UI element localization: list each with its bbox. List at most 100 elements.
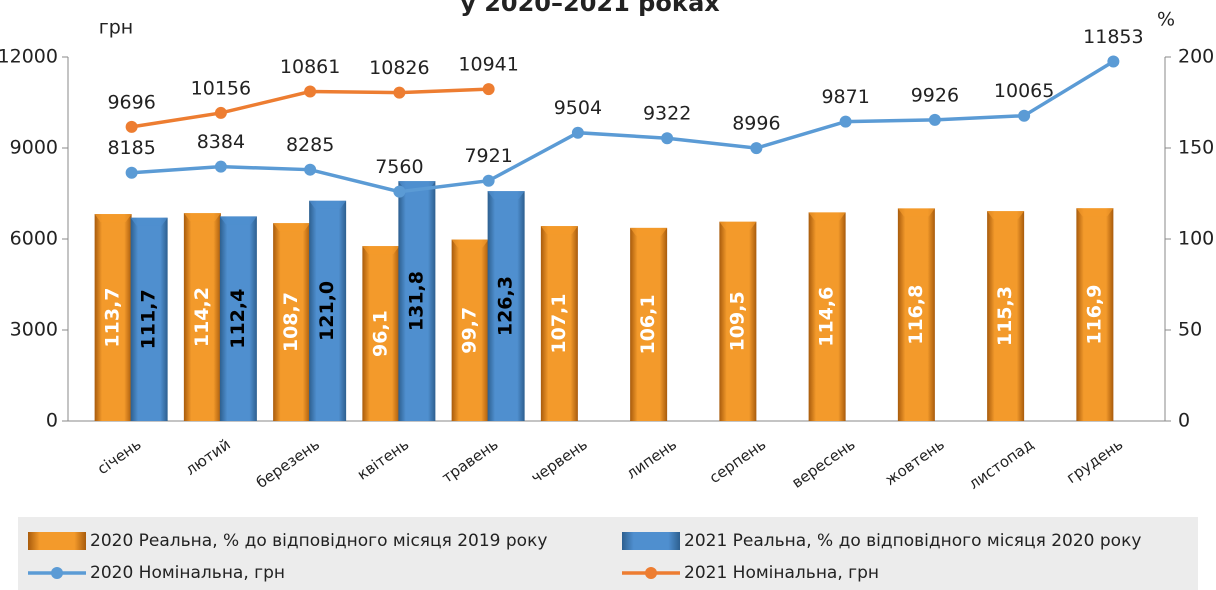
data-label: 9322 <box>643 103 691 125</box>
x-tick-label: листопад <box>965 435 1037 493</box>
bar <box>1076 208 1114 421</box>
y-tick-label: 9000 <box>10 137 58 159</box>
point <box>125 166 138 179</box>
legend-box <box>18 517 1198 590</box>
data-label: 116,8 <box>905 285 927 345</box>
point <box>571 126 584 139</box>
bar <box>94 214 132 421</box>
point <box>661 132 674 145</box>
legend-label: 2021 Номінальна, грн <box>684 563 879 583</box>
bar-top <box>897 208 935 217</box>
data-label: 112,4 <box>227 289 249 349</box>
data-label: 10941 <box>458 54 518 76</box>
x-tick-label: квітень <box>354 435 412 483</box>
bar-top <box>362 246 400 255</box>
data-label: 8285 <box>286 134 334 156</box>
bar-top <box>130 217 168 226</box>
point <box>393 86 406 99</box>
x-tick-label: червень <box>528 435 591 487</box>
legend-label: 2020 Реальна, % до відповідного місяця 2… <box>90 531 547 551</box>
data-label: 9504 <box>554 97 602 119</box>
bar <box>630 227 668 421</box>
data-label: 107,1 <box>548 293 570 353</box>
point <box>928 113 941 126</box>
bar-top <box>451 239 489 248</box>
bar-top <box>309 200 347 209</box>
data-label: 7560 <box>375 156 423 178</box>
y-tick-label: 3000 <box>10 319 58 341</box>
data-label: 9926 <box>911 84 959 106</box>
point <box>393 185 406 198</box>
legend-swatch <box>51 567 63 579</box>
data-label: 99,7 <box>459 307 481 354</box>
point <box>482 174 495 187</box>
bar-top <box>540 226 578 235</box>
point <box>214 160 227 173</box>
y2-tick-label: 150 <box>1178 137 1214 159</box>
bar-top <box>630 227 668 236</box>
bar <box>987 211 1025 421</box>
x-tick-label: січень <box>94 435 145 478</box>
data-label: 115,3 <box>994 286 1016 346</box>
bar <box>540 226 578 421</box>
data-label: 114,2 <box>191 287 213 347</box>
data-label: 131,8 <box>405 271 427 331</box>
data-label: 109,5 <box>726 291 748 351</box>
y-axis-label: грн <box>99 17 133 39</box>
bar <box>398 181 436 421</box>
bar <box>808 212 846 421</box>
x-tick-label: грудень <box>1063 435 1126 487</box>
data-label: 8996 <box>732 113 780 135</box>
bar-top <box>808 212 846 221</box>
point <box>214 106 227 119</box>
point <box>750 142 763 155</box>
data-label: 9871 <box>821 86 869 108</box>
legend-swatch <box>645 567 657 579</box>
data-label: 10065 <box>994 80 1054 102</box>
legend-swatch <box>28 532 86 550</box>
x-tick-label: липень <box>623 435 680 482</box>
data-label: 10826 <box>369 57 429 79</box>
data-label: 10861 <box>280 56 340 78</box>
bar-top <box>487 191 525 200</box>
bar <box>309 200 347 421</box>
legend-label: 2021 Реальна, % до відповідного місяця 2… <box>684 531 1141 551</box>
bar <box>183 213 221 421</box>
bar-top <box>183 213 221 222</box>
y2-tick-label: 200 <box>1178 46 1214 68</box>
bar <box>451 239 489 421</box>
data-label: 10156 <box>191 77 251 99</box>
bar <box>273 223 311 421</box>
point <box>304 85 317 98</box>
data-label: 7921 <box>464 145 512 167</box>
bar <box>130 217 168 421</box>
legend-label: 2020 Номінальна, грн <box>90 563 285 583</box>
bar-top <box>1076 208 1114 217</box>
line <box>131 59 1115 194</box>
point <box>839 115 852 128</box>
point <box>304 163 317 176</box>
x-tick-label: жовтень <box>882 435 948 489</box>
x-tick-label: вересень <box>788 435 858 492</box>
point <box>1107 55 1120 68</box>
data-label: 113,7 <box>102 287 124 347</box>
bar <box>219 216 257 421</box>
data-label: 9696 <box>107 91 155 113</box>
y2-tick-label: 0 <box>1178 410 1190 432</box>
data-label: 108,7 <box>280 292 302 352</box>
bar <box>487 191 525 421</box>
bar-top <box>94 214 132 223</box>
y-tick-label: 6000 <box>10 228 58 250</box>
bar <box>362 246 400 421</box>
data-label: 11853 <box>1083 26 1143 48</box>
bar <box>897 208 935 421</box>
y-tick-label: 0 <box>46 410 58 432</box>
legend-swatch <box>622 532 680 550</box>
chart-title: у 2020–2021 роках <box>460 0 720 17</box>
data-label: 8384 <box>197 131 245 153</box>
data-label: 126,3 <box>495 276 517 336</box>
x-tick-label: травень <box>439 435 502 487</box>
bar-top <box>273 223 311 232</box>
data-label: 96,1 <box>369 310 391 357</box>
x-tick-label: лютий <box>182 435 234 479</box>
